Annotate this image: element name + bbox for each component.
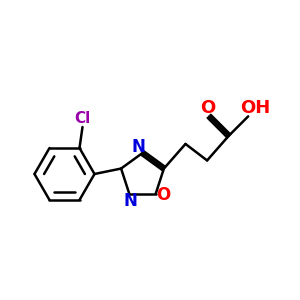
Text: N: N xyxy=(124,192,138,210)
Text: O: O xyxy=(156,186,170,204)
Text: OH: OH xyxy=(241,99,271,117)
Text: Cl: Cl xyxy=(74,110,91,125)
Text: N: N xyxy=(131,138,145,156)
Text: O: O xyxy=(200,99,215,117)
